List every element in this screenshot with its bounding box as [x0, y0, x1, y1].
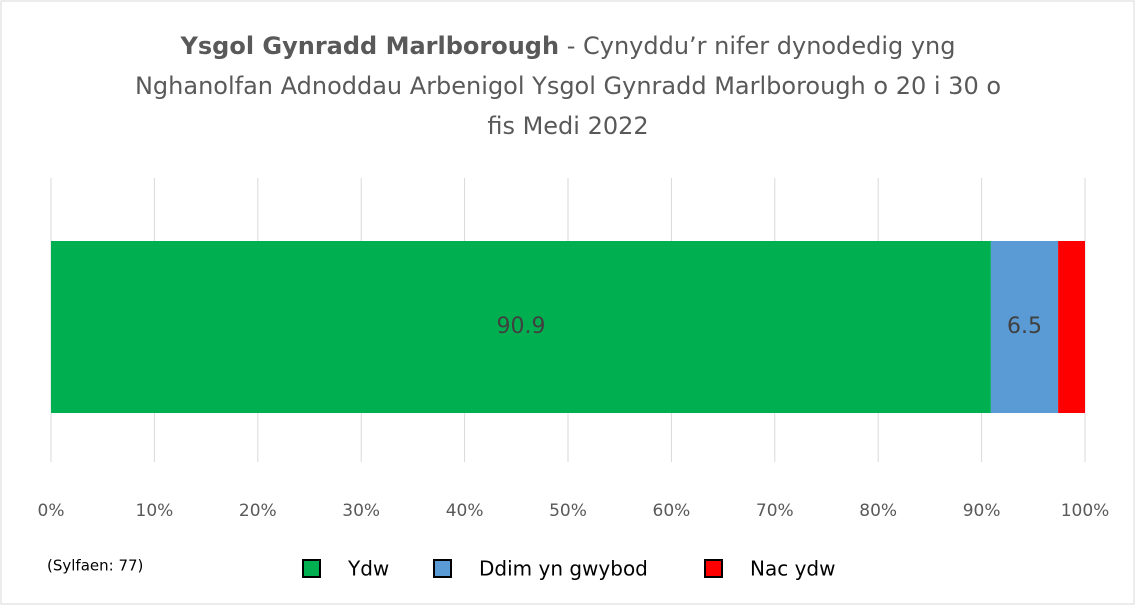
x-tick-label: 80%: [859, 501, 897, 521]
x-tick-label: 100%: [1061, 501, 1110, 521]
data-label: 90.9: [496, 314, 545, 339]
x-tick-label: 50%: [549, 501, 587, 521]
legend-label: Nac ydw: [750, 557, 835, 581]
x-tick-label: 10%: [136, 501, 174, 521]
x-tick-label: 30%: [342, 501, 380, 521]
note: (Sylfaen: 77): [47, 557, 143, 575]
x-tick-label: 20%: [239, 501, 277, 521]
x-tick-label: 70%: [756, 501, 794, 521]
chart-title: Ysgol Gynradd Marlborough - Cynyddu’r ni…: [118, 26, 1018, 146]
x-tick-label: 40%: [446, 501, 484, 521]
title-bold: Ysgol Gynradd Marlborough: [180, 32, 560, 60]
legend-swatch: [704, 559, 723, 578]
x-tick-label: 0%: [38, 501, 65, 521]
legend-label: Ydw: [347, 557, 389, 581]
bar-segment: [1058, 241, 1085, 413]
bar-segment: [990, 241, 1059, 413]
title-rest: - Cynyddu’r nifer dynodedig yng Nghanolf…: [134, 32, 1002, 140]
legend-label: Ddim yn gwybod: [479, 557, 648, 581]
data-label: 6.5: [1007, 314, 1042, 339]
bar-segment: [51, 241, 991, 413]
legend-swatch: [433, 559, 452, 578]
x-tick-label: 60%: [653, 501, 691, 521]
legend-swatch: [302, 559, 321, 578]
x-tick-label: 90%: [963, 501, 1001, 521]
